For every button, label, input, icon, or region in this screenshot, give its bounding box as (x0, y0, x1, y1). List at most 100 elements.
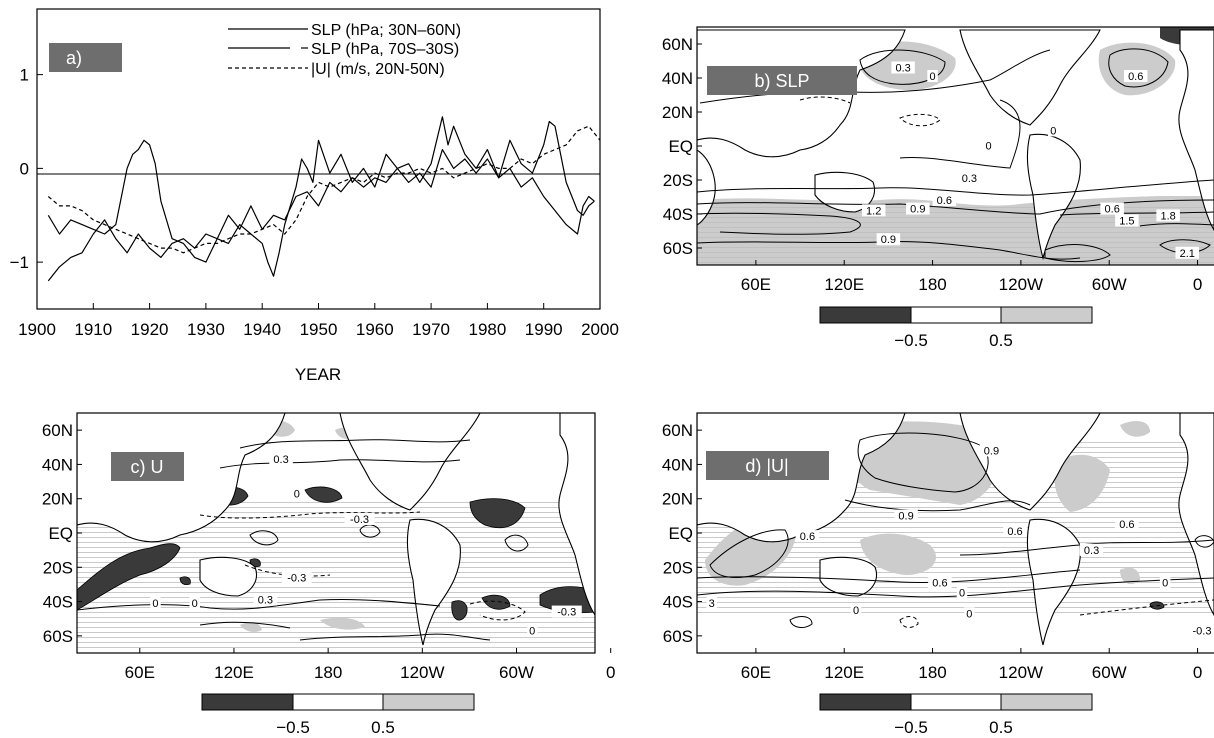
contour-label-bg (891, 61, 915, 74)
panel-b-land-australia (814, 171, 875, 213)
panel-b-badge-text: b) SLP (754, 71, 809, 91)
lon-tick-label: 0 (1193, 275, 1202, 294)
panel-c-land-australia (199, 556, 257, 597)
contour-label: 0.9 (984, 445, 999, 457)
lat-tick-label: 20N (42, 490, 73, 509)
contour-label: 0.9 (881, 234, 896, 246)
panel-a-y-ticks: 1 0 −1 (10, 66, 43, 272)
lat-tick-label: 60S (663, 239, 693, 258)
contour-label: 0.3 (273, 454, 288, 466)
contour-label: 0 (294, 488, 300, 500)
panel-d-legend-mid (910, 693, 1002, 711)
panel-c-land-south-america (406, 518, 461, 646)
contour-label-bg (1159, 576, 1171, 589)
contour-label: 0.6 (932, 577, 947, 589)
panel-c-legend-label-neg: −0.5 (276, 718, 310, 737)
contour-label: 0.6 (1128, 71, 1143, 83)
x-tick-label: 1920 (131, 320, 169, 339)
panel-b-legend-label-neg: −0.5 (894, 331, 928, 350)
x-tick-label: 2000 (581, 320, 619, 339)
y-tick-label: 1 (20, 66, 29, 85)
lat-tick-label: 40S (663, 593, 693, 612)
panel-c-shading-legend: −0.5 0.5 (201, 693, 475, 737)
panel-c-badge-box (111, 452, 184, 481)
lat-tick-label: 20S (43, 558, 73, 577)
contour-label-bg (1079, 543, 1104, 556)
x-tick-label: 1900 (18, 320, 56, 339)
panel-d-contour-09-np (857, 432, 989, 493)
contour-label-bg (291, 487, 303, 500)
panel-c-legend-label-pos: 0.5 (371, 718, 395, 737)
contour-label-bg (1175, 246, 1199, 259)
panel-b-land (697, 29, 1214, 261)
panel-c-dark-sw-atlantic (451, 600, 468, 621)
panel-d-legend-label-pos: 0.5 (989, 718, 1013, 737)
lat-tick-label: 40S (43, 593, 73, 612)
lat-tick-label: EQ (48, 524, 73, 543)
x-tick-label: 1930 (187, 320, 225, 339)
panel-d-shade-north-atlantic (1054, 454, 1110, 512)
panel-d-shade-se-atl (1120, 567, 1140, 585)
panel-c-legend-mid (292, 693, 384, 711)
lat-tick-label: 60N (42, 421, 73, 440)
lon-tick-label: 60W (1092, 275, 1127, 294)
panel-c-contour-neg03-south (244, 564, 331, 577)
panel-b-contour-0-tropics (899, 99, 1021, 169)
lat-tick-label: 60N (662, 421, 693, 440)
contour-label-bg (281, 571, 312, 584)
panel-a-x-axis-title: YEAR (295, 365, 341, 384)
lat-tick-label: 20S (663, 558, 693, 577)
panel-c-contour-closed-3 (359, 524, 381, 538)
contour-label: 0.3 (962, 173, 977, 185)
x-tick-label: 1940 (243, 320, 281, 339)
contour-label-bg (894, 509, 918, 522)
contour-label: 0.3 (1084, 545, 1099, 557)
panel-b-land-south-america (1026, 133, 1081, 261)
panel-c-legend-neg (201, 693, 294, 711)
panel-d-land-africa (1178, 413, 1214, 617)
panel-c-label-badge: c) U (111, 452, 184, 481)
panel-d-contour-0-south (697, 577, 1214, 598)
panel-d-land-north-america (959, 413, 1101, 511)
panel-b-contour-18 (1139, 223, 1214, 227)
panel-b-land-europe-africa-east (1178, 29, 1214, 232)
lat-tick-label: 40N (662, 69, 693, 88)
lon-tick-label: 0 (1193, 663, 1202, 682)
panel-d-shade-arctic (1120, 420, 1150, 437)
contour-label: 0.6 (937, 195, 952, 207)
panel-c-dark-caribbean (469, 498, 526, 529)
panel-b-contour-03-south (697, 179, 1214, 196)
contour-label: 0 (1050, 125, 1056, 137)
contour-label: 0.6 (1105, 204, 1120, 216)
panel-c-contour-closed-1 (249, 530, 279, 546)
panel-b-contour-dashed-2 (799, 96, 851, 104)
panel-d-land-australia (819, 556, 877, 597)
contour-label: 0.9 (910, 204, 925, 216)
contour-label: -0.3 (557, 607, 576, 619)
panel-c-badge-text: c) U (131, 457, 164, 477)
legend-label-wind: |U| (m/s, 20N-50N) (311, 61, 445, 78)
contour-label-bg (1115, 214, 1139, 227)
panel-c-axis-ticks: 60N 40N 20N EQ 20S 40S 60S 60E 120E 180 120W 60W 0 (42, 421, 616, 682)
panel-d-axis-ticks: 60N 40N 20N EQ 20S 40S 60S 60E 120E 180 120W 60W 0 (662, 421, 1202, 682)
contour-label-bg (344, 513, 375, 525)
lon-tick-label: 60W (499, 663, 534, 682)
lon-tick-label: 60W (1092, 663, 1127, 682)
x-tick-label: 1970 (412, 320, 450, 339)
contour-label: 0 (1162, 577, 1168, 589)
lon-tick-label: 120E (824, 663, 864, 682)
panel-c-contour-0-south (77, 598, 441, 611)
contour-label-bg (189, 597, 200, 609)
panel-d-contour-small-1 (789, 616, 813, 628)
lat-tick-label: 20N (662, 103, 693, 122)
panel-c-dark-s-atlantic (481, 594, 511, 610)
contour-label: -0.3 (287, 572, 306, 584)
lat-tick-label: 60N (662, 35, 693, 54)
panel-d-badge-text: d) |U| (745, 456, 788, 476)
lon-tick-label: 60E (741, 663, 771, 682)
contour-label-bg (1100, 202, 1124, 215)
panel-d-legend-neg (819, 693, 912, 711)
contour-label-bg (957, 172, 982, 184)
